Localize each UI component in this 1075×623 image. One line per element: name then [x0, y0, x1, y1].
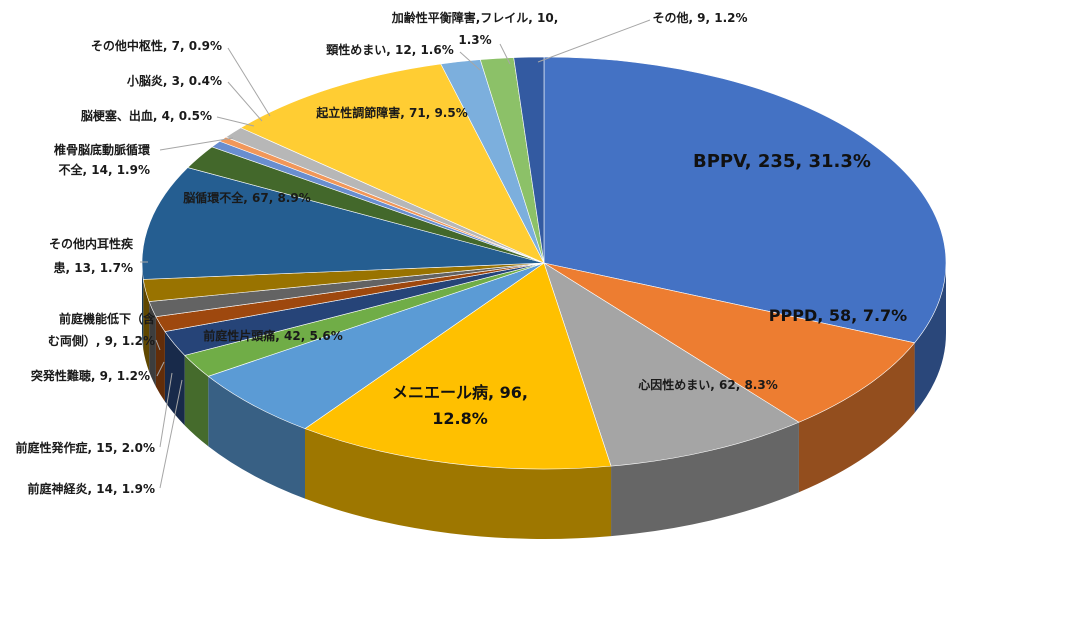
- pie-side-8: [149, 301, 156, 387]
- data-label-0: BPPV, 235, 31.3%: [693, 151, 871, 172]
- slice-18: [513, 56, 545, 264]
- data-label-13-line-0: 小脳炎, 3, 0.4%: [127, 73, 222, 88]
- data-label-16-line-0: 頸性めまい, 12, 1.6%: [326, 42, 453, 57]
- data-label-9-line-1: 患, 13, 1.7%: [54, 260, 133, 275]
- slice-10: [141, 167, 545, 280]
- pie-side-2: [611, 422, 799, 537]
- data-label-14: その他中枢性, 7, 0.9%: [91, 38, 222, 53]
- data-label-3-line-0: メニエール病, 96,: [392, 383, 528, 402]
- pie-top-slices: [141, 56, 947, 470]
- data-label-8: 前庭機能低下（含む両側）, 9, 1.2%: [48, 311, 156, 348]
- leader-lines: [140, 19, 651, 489]
- data-label-1: PPPD, 58, 7.7%: [769, 306, 907, 325]
- data-label-6: 前庭性発作症, 15, 2.0%: [16, 440, 155, 455]
- pie-side-9: [143, 279, 150, 372]
- pie-side-4: [208, 376, 305, 499]
- leader-line-14: [227, 47, 271, 117]
- data-label-5-line-0: 前庭神経炎, 14, 1.9%: [28, 481, 155, 496]
- data-label-3: メニエール病, 96, 12.8%: [392, 383, 528, 428]
- data-label-18: その他, 9, 1.2%: [652, 10, 747, 25]
- leader-line-18: [537, 19, 651, 63]
- data-label-2: 心因性めまい, 62, 8.3%: [638, 377, 777, 392]
- pie-side-10: [142, 263, 144, 350]
- pie-side-7: [155, 316, 165, 402]
- data-label-12-line-0: 脳梗塞、出血, 4, 0.5%: [81, 108, 212, 123]
- leader-line-11: [159, 137, 234, 151]
- data-label-11-line-1: 不全, 14, 1.9%: [59, 162, 150, 177]
- pie-3d-sides: [142, 263, 946, 539]
- pie-side-6: [164, 331, 185, 426]
- data-label-11: 椎骨脳底動脈循環不全, 14, 1.9%: [53, 142, 151, 177]
- leader-line-6: [159, 372, 173, 448]
- data-label-12: 脳梗塞、出血, 4, 0.5%: [81, 108, 212, 123]
- leader-line-5: [159, 379, 183, 489]
- data-label-9: その他内耳性疾患, 13, 1.7%: [49, 236, 133, 275]
- slice-15: [240, 63, 545, 264]
- data-label-15-line-0: 起立性調節障害, 71, 9.5%: [315, 105, 467, 120]
- data-label-9-line-0: その他内耳性疾: [49, 236, 133, 251]
- data-label-13: 小脳炎, 3, 0.4%: [127, 73, 222, 88]
- data-label-1-line-0: PPPD, 58, 7.7%: [769, 306, 907, 325]
- slice-3: [304, 262, 612, 470]
- data-labels: BPPV, 235, 31.3% PPPD, 58, 7.7% 心因性めまい, 62…: [16, 10, 908, 496]
- data-label-8-line-0: 前庭機能低下（含: [59, 311, 156, 326]
- data-label-7-line-0: 突発性難聴, 9, 1.2%: [31, 368, 150, 383]
- data-label-6-line-0: 前庭性発作症, 15, 2.0%: [16, 440, 155, 455]
- leader-line-13: [227, 81, 263, 122]
- slice-1: [543, 262, 916, 423]
- data-label-2-line-0: 心因性めまい, 62, 8.3%: [638, 377, 777, 392]
- data-label-4-line-0: 前庭性片頭痛, 42, 5.6%: [203, 328, 342, 343]
- leader-line-7: [156, 361, 165, 377]
- data-label-10: 脳循環不全, 67, 8.9%: [183, 190, 310, 205]
- leader-line-12: [216, 116, 255, 127]
- pie-side-0: [914, 263, 946, 413]
- slice-4: [207, 262, 545, 429]
- data-label-10-line-0: 脳循環不全, 67, 8.9%: [183, 190, 310, 205]
- data-label-17: 加齢性平衡障害,フレイル, 10, 1.3%: [391, 10, 559, 47]
- pie-side-3: [304, 428, 612, 539]
- data-label-0-line-0: BPPV, 235, 31.3%: [693, 151, 871, 172]
- data-label-4: 前庭性片頭痛, 42, 5.6%: [203, 328, 342, 343]
- data-label-17-line-1: 1.3%: [458, 33, 491, 47]
- leader-line-17: [499, 43, 511, 65]
- data-label-15: 起立性調節障害, 71, 9.5%: [315, 105, 467, 120]
- data-label-7: 突発性難聴, 9, 1.2%: [31, 368, 150, 383]
- data-label-5: 前庭神経炎, 14, 1.9%: [28, 481, 155, 496]
- data-label-11-line-0: 椎骨脳底動脈循環: [53, 142, 151, 157]
- data-label-18-line-0: その他, 9, 1.2%: [652, 10, 747, 25]
- pie-side-5: [184, 355, 209, 447]
- slice-0: [543, 56, 947, 344]
- data-label-3-line-1: 12.8%: [432, 409, 488, 428]
- data-label-8-line-1: む両側）, 9, 1.2%: [48, 333, 155, 348]
- data-label-14-line-0: その他中枢性, 7, 0.9%: [91, 38, 222, 53]
- slice-2: [543, 262, 800, 467]
- data-label-17-line-0: 加齢性平衡障害,フレイル, 10,: [391, 10, 559, 25]
- leader-line-16: [459, 51, 481, 71]
- data-label-16: 頸性めまい, 12, 1.6%: [326, 42, 453, 57]
- leader-line-8: [155, 339, 161, 351]
- pie-side-1: [798, 342, 915, 493]
